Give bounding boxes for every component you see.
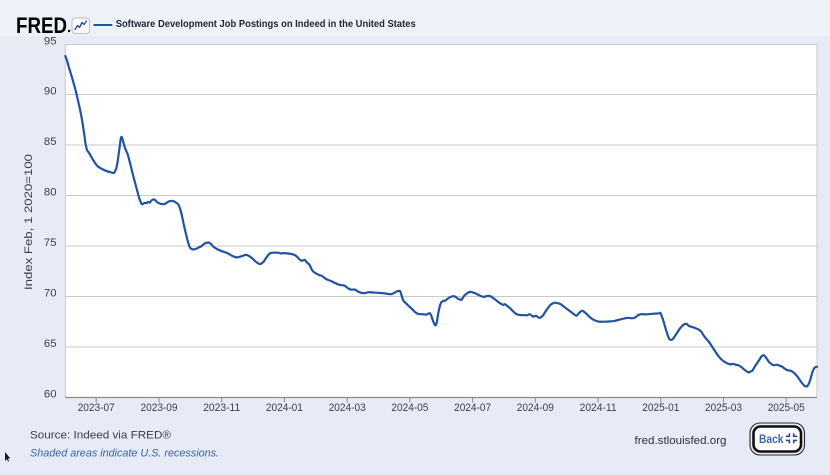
svg-text:2024-07: 2024-07	[454, 402, 491, 414]
svg-text:FRED: FRED	[16, 13, 67, 38]
svg-text:2025-01: 2025-01	[642, 402, 679, 414]
svg-text:Source: Indeed via FRED®: Source: Indeed via FRED®	[30, 430, 172, 442]
svg-text:2024-03: 2024-03	[329, 402, 366, 414]
svg-text:2024-09: 2024-09	[517, 402, 554, 414]
svg-text:90: 90	[44, 86, 57, 98]
svg-text:2025-05: 2025-05	[768, 402, 805, 414]
svg-text:80: 80	[44, 186, 57, 198]
svg-text:75: 75	[44, 237, 57, 249]
svg-text:85: 85	[44, 136, 57, 148]
svg-text:2024-01: 2024-01	[266, 402, 303, 414]
svg-text:2024-05: 2024-05	[391, 402, 428, 414]
svg-text:Software Development Job Posti: Software Development Job Postings on Ind…	[116, 18, 416, 30]
svg-text:65: 65	[44, 338, 57, 350]
svg-text:2023-11: 2023-11	[203, 402, 240, 414]
svg-text:2023-09: 2023-09	[141, 402, 178, 414]
svg-text:95: 95	[44, 35, 57, 47]
svg-text:2023-07: 2023-07	[78, 402, 115, 414]
svg-text:2025-03: 2025-03	[705, 402, 742, 414]
svg-text:2024-11: 2024-11	[580, 402, 617, 414]
svg-text:Shaded areas indicate U.S. rec: Shaded areas indicate U.S. recessions.	[30, 448, 219, 460]
svg-text:Back: Back	[759, 432, 784, 446]
svg-text:70: 70	[44, 287, 57, 299]
svg-text:Index Feb, 1 2020=100: Index Feb, 1 2020=100	[23, 154, 35, 290]
svg-text:60: 60	[44, 388, 57, 400]
svg-text:fred.stlouisfed.org: fred.stlouisfed.org	[635, 435, 727, 447]
